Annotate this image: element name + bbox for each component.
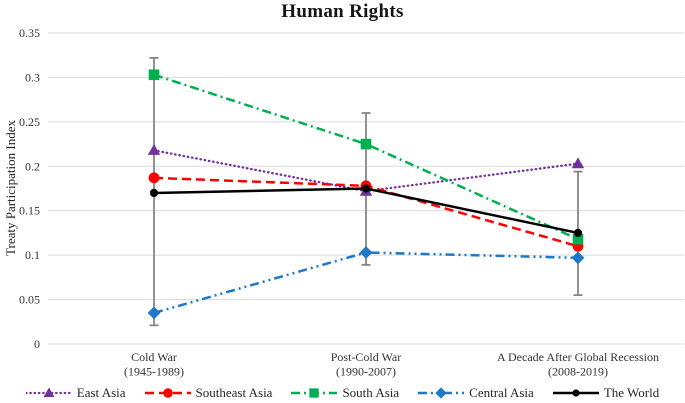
marker-south-asia xyxy=(148,69,160,81)
legend-label: Central Asia xyxy=(469,385,534,400)
y-tick-label: 0.35 xyxy=(19,26,40,40)
legend-item-east-asia: East Asia xyxy=(25,385,126,401)
marker-central-asia xyxy=(359,246,373,259)
y-tick-label: 0.05 xyxy=(19,293,40,307)
legend-item-central-asia: Central Asia xyxy=(418,385,534,401)
y-tick-label: 0.15 xyxy=(19,204,40,218)
marker-the-world xyxy=(149,188,159,198)
legend-item-the-world: The World xyxy=(552,385,660,401)
marker-the-world xyxy=(361,184,371,193)
x-axis-label: A Decade After Global Recession (2008-201… xyxy=(497,350,659,379)
y-tick-label: 0.3 xyxy=(25,70,40,84)
legend-marker-shape xyxy=(435,387,447,399)
legend-item-southeast-asia: Southeast Asia xyxy=(144,385,273,401)
legend-label: The World xyxy=(603,385,660,400)
plot-area: 0 0.05 0.1 0.15 0.2 0.25 0.3 0.35 Cold War (1945-… xyxy=(19,26,684,379)
legend-marker-shape xyxy=(162,388,173,398)
legend-item-south-asia: South Asia xyxy=(291,385,399,401)
legend-marker-shape xyxy=(309,388,320,398)
y-tick-label: 0.2 xyxy=(25,159,40,173)
x-axis-label: Cold War (1945-1989) xyxy=(124,350,184,379)
legend-label: Southeast Asia xyxy=(195,385,273,400)
marker-east-asia xyxy=(571,157,585,169)
marker-east-asia xyxy=(147,144,161,155)
marker-south-asia xyxy=(360,138,372,150)
legend-marker-the-world xyxy=(552,389,599,397)
legend-marker-shape xyxy=(572,389,580,397)
legend-marker-shape xyxy=(43,387,55,398)
y-tick-label: 0.25 xyxy=(19,115,40,129)
legend: East Asia Southeast Asia South Asia Central… xyxy=(0,385,685,401)
marker-south-asia xyxy=(572,233,584,245)
x-axis-label: Post-Cold War (1990-2007) xyxy=(331,350,401,379)
marker-southeast-asia xyxy=(148,172,160,184)
legend-label: East Asia xyxy=(76,385,126,400)
y-tick-label: 0 xyxy=(34,337,40,351)
legend-marker-southeast-asia xyxy=(144,388,191,398)
chart-title: Human Rights xyxy=(281,1,404,22)
legend-marker-south-asia xyxy=(291,388,338,398)
legend-marker-central-asia xyxy=(418,387,465,399)
marker-central-asia xyxy=(147,306,161,320)
legend-marker-east-asia xyxy=(25,387,72,398)
marker-central-asia xyxy=(571,251,585,265)
marker-the-world xyxy=(573,228,583,238)
y-tick-label: 0.1 xyxy=(25,248,40,262)
legend-label: South Asia xyxy=(342,385,400,400)
